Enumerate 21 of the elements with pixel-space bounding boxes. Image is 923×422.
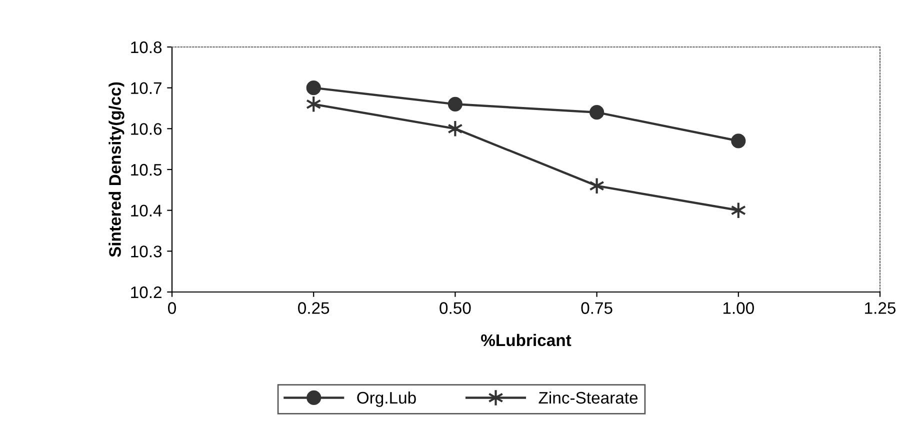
y-axis-title: Sintered Density(g/cc) — [108, 82, 124, 257]
y-tick-label: 10.4 — [131, 204, 162, 217]
x-tick-label: 1.00 — [723, 302, 754, 314]
y-tick-label: 10.5 — [131, 164, 162, 176]
x-tick-label: 0 — [168, 302, 176, 314]
point — [590, 105, 604, 120]
y-tick-label: 10.8 — [131, 41, 162, 54]
y-tick-label: 10.7 — [131, 82, 162, 94]
y-tick-label: 10.3 — [131, 246, 162, 258]
y-tick-label: 10.6 — [131, 123, 162, 135]
x-axis-title: %Lubricant — [481, 334, 572, 346]
legend-label: Zinc-Stearate — [538, 391, 638, 404]
x-tick-label: 0.75 — [581, 302, 612, 314]
point — [306, 80, 321, 96]
point — [448, 96, 462, 112]
x-tick-label: 0.50 — [440, 302, 471, 314]
x-tick-label: 1.25 — [865, 302, 896, 314]
y-tick-label: 10.2 — [131, 286, 162, 298]
legend-label: Org.Lub — [357, 391, 416, 407]
x-tick-label: 0.25 — [298, 302, 330, 314]
point — [731, 134, 746, 148]
